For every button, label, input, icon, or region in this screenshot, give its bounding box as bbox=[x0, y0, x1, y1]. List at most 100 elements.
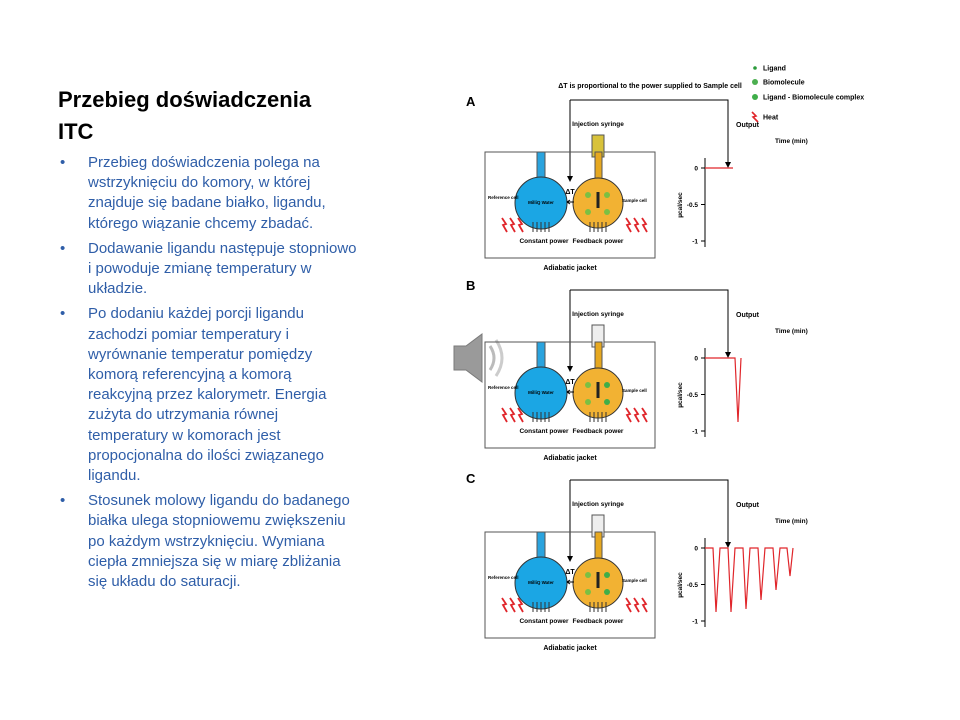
reference-stem bbox=[536, 531, 546, 561]
heat-arrow bbox=[501, 407, 508, 423]
legend-icon bbox=[752, 94, 758, 100]
jacket-label: Adiabatic jacket bbox=[543, 455, 597, 462]
sample-label: Sample cell bbox=[622, 198, 647, 203]
thermogram bbox=[705, 357, 742, 423]
sample-stem bbox=[594, 151, 603, 181]
bullet: Dodawanie ligandu następuje stopniowo i … bbox=[58, 239, 358, 300]
stirrer bbox=[596, 382, 600, 398]
bullet: Stosunek molowy ligandu do badanego biał… bbox=[58, 491, 358, 592]
reference-label: Reference cell bbox=[488, 575, 519, 580]
molecule bbox=[604, 589, 610, 595]
heat-arrow bbox=[633, 217, 640, 233]
molecule bbox=[585, 572, 591, 578]
jacket bbox=[484, 531, 656, 639]
coil bbox=[532, 602, 550, 612]
sample-label: Sample cell bbox=[622, 578, 647, 583]
bullet-list: Przebieg doświadczenia polega na wstrzyk… bbox=[58, 153, 358, 597]
stirrer bbox=[596, 192, 600, 208]
note: ΔT is proportional to the power supplied… bbox=[558, 83, 742, 90]
output-label: Output bbox=[736, 312, 760, 319]
delta-arrow bbox=[566, 199, 574, 205]
sample-stem bbox=[594, 531, 603, 561]
jacket-label: Adiabatic jacket bbox=[543, 645, 597, 652]
slide-title: Przebieg doświadczenia ITC bbox=[58, 87, 312, 144]
legend-label: Ligand - Biomolecule complex bbox=[763, 95, 864, 102]
constant-label: Constant power bbox=[519, 618, 569, 625]
time-label: Time (min) bbox=[775, 328, 808, 335]
coil bbox=[532, 412, 550, 422]
heat-arrow bbox=[633, 407, 640, 423]
delta-label: ΔT bbox=[565, 569, 575, 576]
y-label: µcal/sec bbox=[677, 572, 684, 598]
feedback-label: Feedback power bbox=[573, 238, 624, 245]
y-label: µcal/sec bbox=[677, 382, 684, 408]
reference-label: Reference cell bbox=[488, 385, 519, 390]
molecule bbox=[604, 192, 610, 198]
y-label: µcal/sec bbox=[677, 192, 684, 218]
jacket-label: Adiabatic jacket bbox=[543, 265, 597, 272]
panel: C Adiabatic jacket MilliQ Water Reference c… bbox=[466, 471, 808, 652]
heat-arrow bbox=[501, 217, 508, 233]
legend-icon bbox=[751, 111, 759, 123]
heat-arrow bbox=[625, 597, 632, 613]
heat-arrow bbox=[517, 407, 524, 423]
molecule bbox=[585, 209, 591, 215]
molecule bbox=[585, 192, 591, 198]
heat-arrow bbox=[509, 407, 516, 423]
legend-icon bbox=[752, 79, 758, 85]
output-label: Output bbox=[736, 122, 760, 129]
molecule bbox=[585, 589, 591, 595]
molecule bbox=[604, 382, 610, 388]
legend-label: Ligand bbox=[763, 66, 786, 73]
panel: A Adiabatic jacket MilliQ Water Reference c… bbox=[466, 94, 808, 272]
syringe-label: Injection syringe bbox=[572, 121, 624, 128]
bullet: Po dodaniu każdej porcji ligandu zachodz… bbox=[58, 304, 358, 486]
tick-label: -1 bbox=[692, 239, 698, 246]
control-line bbox=[569, 99, 729, 178]
heat-arrow bbox=[517, 597, 524, 613]
control-line bbox=[569, 289, 729, 368]
heat-arrow bbox=[641, 597, 648, 613]
delta-label: ΔT bbox=[565, 379, 575, 386]
syringe-label: Injection syringe bbox=[572, 311, 624, 318]
stirrer bbox=[596, 572, 600, 588]
heat-arrow bbox=[641, 217, 648, 233]
control-line bbox=[569, 479, 729, 558]
panel: B Adiabatic jacket MilliQ Water Reference c… bbox=[466, 278, 808, 462]
molecule bbox=[604, 399, 610, 405]
heat-arrow bbox=[501, 597, 508, 613]
heat-arrow bbox=[509, 597, 516, 613]
speaker-icon bbox=[453, 333, 504, 383]
heat-arrow bbox=[517, 217, 524, 233]
reference-label: Reference cell bbox=[488, 195, 519, 200]
feedback-label: Feedback power bbox=[573, 618, 624, 625]
molecule bbox=[604, 209, 610, 215]
time-label: Time (min) bbox=[775, 138, 808, 145]
delta-label: ΔT bbox=[565, 189, 575, 196]
coil bbox=[589, 222, 607, 232]
bullet: Przebieg doświadczenia polega na wstrzyk… bbox=[58, 153, 358, 234]
water-label: MilliQ Water bbox=[528, 200, 554, 205]
constant-label: Constant power bbox=[519, 428, 569, 435]
legend-label: Biomolecule bbox=[763, 80, 805, 87]
panel-label: C bbox=[466, 471, 476, 486]
water-label: MilliQ Water bbox=[528, 580, 554, 585]
molecule bbox=[585, 399, 591, 405]
coil bbox=[532, 222, 550, 232]
tick-label: -0.5 bbox=[687, 392, 699, 399]
tick-label: -0.5 bbox=[687, 202, 699, 209]
molecule bbox=[585, 382, 591, 388]
feedback-label: Feedback power bbox=[573, 428, 624, 435]
legend-label: Heat bbox=[763, 115, 779, 122]
heat-arrow bbox=[625, 217, 632, 233]
time-label: Time (min) bbox=[775, 518, 808, 525]
heat-arrow bbox=[633, 597, 640, 613]
delta-arrow bbox=[566, 579, 574, 585]
tick-label: -1 bbox=[692, 429, 698, 436]
jacket bbox=[484, 341, 656, 449]
thermogram bbox=[705, 547, 794, 613]
output-label: Output bbox=[736, 502, 760, 509]
reference-stem bbox=[536, 341, 546, 371]
